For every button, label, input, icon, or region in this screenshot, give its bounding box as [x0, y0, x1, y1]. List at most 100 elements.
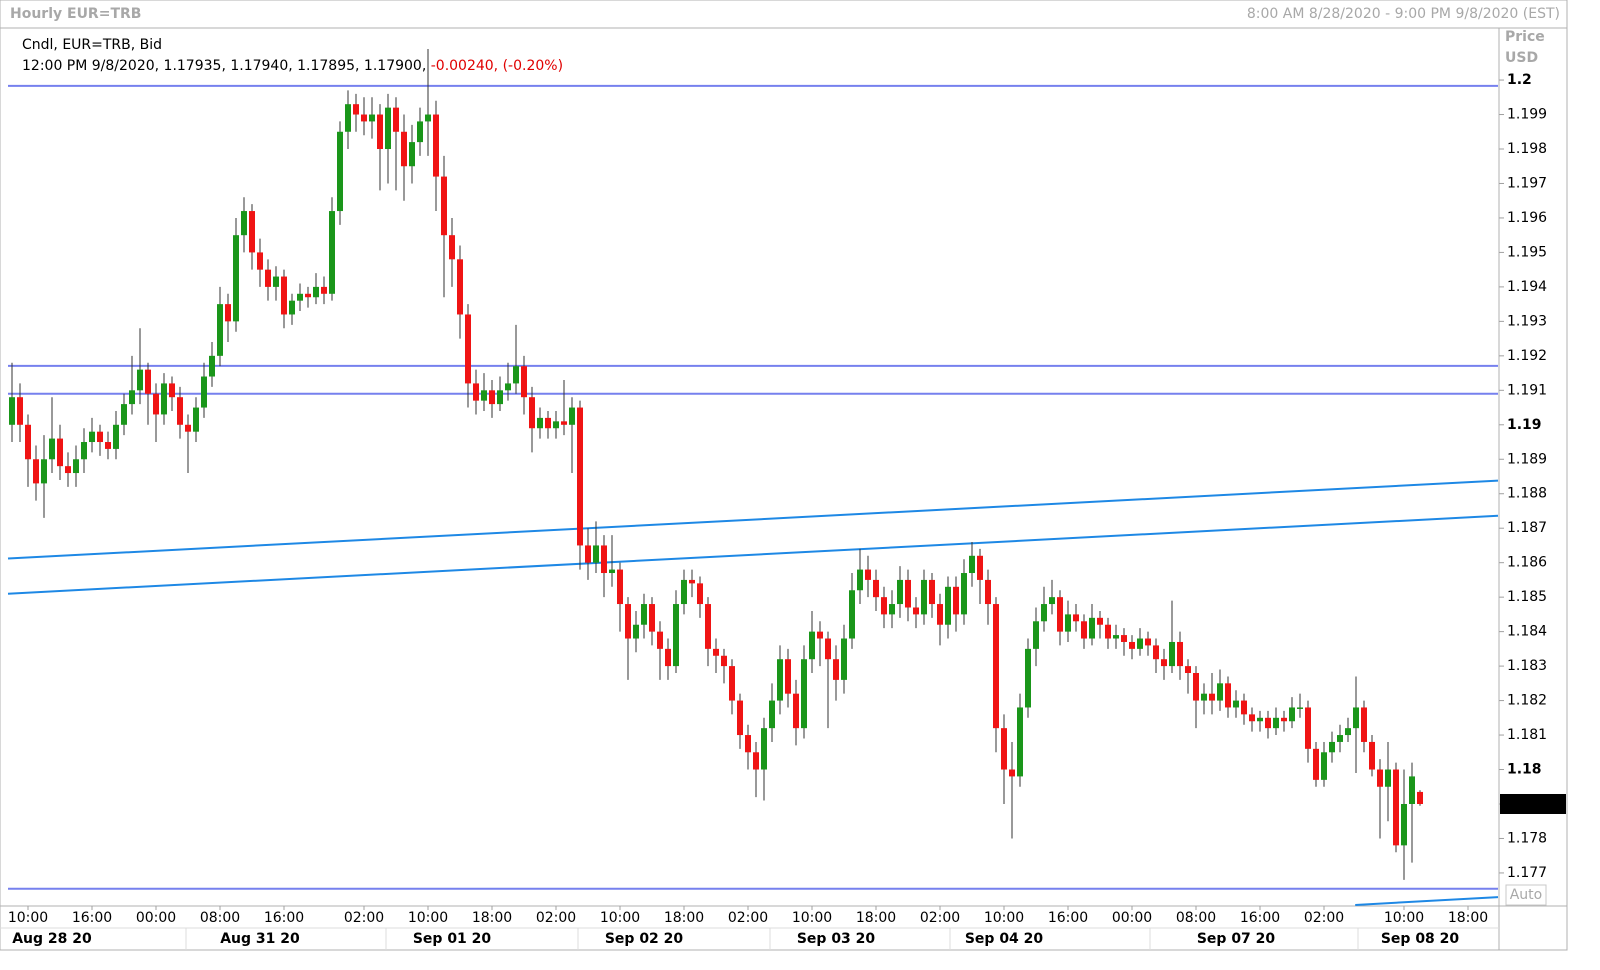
candle-body	[929, 579, 935, 605]
candle-body	[761, 728, 767, 770]
candle-body	[1017, 707, 1023, 777]
candle-body	[865, 569, 871, 580]
legend-change: -0.00240, (-0.20%)	[431, 58, 563, 74]
candle-body	[73, 459, 79, 474]
candle-body	[193, 407, 199, 432]
x-tick-label: 10:00	[1384, 910, 1424, 926]
candle-body	[1377, 769, 1383, 787]
y-tick-label: 1.178	[1507, 830, 1547, 846]
candle-body	[169, 383, 175, 398]
candle-body	[673, 604, 679, 667]
y-tick-label: 1.187	[1507, 520, 1547, 536]
x-tick-label: 02:00	[728, 910, 768, 926]
candle-body	[1249, 714, 1255, 722]
candle-body	[161, 383, 167, 415]
candle-body	[1089, 617, 1095, 639]
candle-body	[1161, 659, 1167, 667]
candle-body	[1065, 614, 1071, 632]
drawn-line	[1355, 896, 1499, 906]
x-tick-label: 18:00	[472, 910, 512, 926]
date-tick-label: Sep 02 20	[605, 931, 684, 947]
candle-body	[593, 545, 599, 563]
candle-body	[129, 390, 135, 405]
candle-body	[33, 459, 39, 484]
candle-body	[1097, 617, 1103, 625]
candle-body	[1129, 641, 1135, 649]
candle-body	[473, 383, 479, 401]
candle-body	[753, 752, 759, 770]
y-tick-label: 1.199	[1507, 107, 1547, 123]
candle-body	[521, 366, 527, 398]
candle-body	[889, 604, 895, 615]
candle-body	[689, 579, 695, 584]
candle-body	[465, 314, 471, 384]
candle-body	[681, 579, 687, 605]
candle-body	[729, 666, 735, 701]
candle-body	[1313, 748, 1319, 780]
candle-body	[1321, 752, 1327, 780]
drawn-line	[7, 514, 1499, 595]
candle-body	[297, 293, 303, 301]
y-tick-label: 1.192	[1507, 348, 1547, 364]
x-tick-label: 10:00	[792, 910, 832, 926]
candle-body	[1041, 604, 1047, 622]
y-tick-label: 1.188	[1507, 486, 1547, 502]
candle-body	[329, 211, 335, 294]
candle-body	[1177, 641, 1183, 667]
y-tick-label: 1.196	[1507, 210, 1547, 226]
candle-body	[97, 431, 103, 443]
x-tick-label: 16:00	[1048, 910, 1088, 926]
candle-body	[449, 235, 455, 260]
last-price-label: 1.17900	[1501, 796, 1565, 812]
candle-body	[1113, 635, 1119, 639]
candle-body	[225, 304, 231, 322]
candle-body	[641, 604, 647, 625]
y-tick-label: 1.186	[1507, 555, 1547, 571]
scale-mode[interactable]: Auto	[1510, 887, 1543, 903]
candle-body	[897, 579, 903, 605]
candle-body	[409, 142, 415, 167]
candle-body	[985, 579, 991, 605]
candle-body	[1369, 741, 1375, 770]
candle-body	[1417, 791, 1423, 804]
candle-body	[1345, 728, 1351, 736]
candle-body	[1057, 597, 1063, 632]
x-tick-label: 10:00	[408, 910, 448, 926]
date-tick-label: Sep 07 20	[1197, 931, 1276, 947]
candle-body	[665, 648, 671, 667]
candle-body	[1153, 645, 1159, 660]
candle-body	[857, 569, 863, 591]
x-tick-label: 18:00	[664, 910, 704, 926]
candle-body	[577, 407, 583, 546]
x-tick-label: 00:00	[136, 910, 176, 926]
candle-body	[1009, 769, 1015, 777]
y-tick-label: 1.18	[1507, 762, 1542, 778]
candle-body	[1185, 666, 1191, 673]
candle-body	[601, 545, 607, 574]
x-tick-label: 08:00	[1176, 910, 1216, 926]
candle-body	[1393, 769, 1399, 846]
candle-body	[81, 442, 87, 460]
candle-body	[425, 114, 431, 122]
date-tick-label: Sep 04 20	[965, 931, 1044, 947]
candle-body	[1265, 717, 1271, 729]
candle-body	[1033, 621, 1039, 649]
candle-body	[745, 735, 751, 753]
candle-body	[345, 104, 351, 132]
candle-body	[153, 393, 159, 415]
candle-body	[721, 655, 727, 667]
legend-title: Cndl, EUR=TRB, Bid	[22, 37, 162, 53]
scale-mode-button[interactable]	[1505, 884, 1547, 906]
candle-body	[481, 390, 487, 401]
chart-title: Hourly EUR=TRB	[10, 6, 141, 22]
candle-body	[705, 604, 711, 649]
candle-body	[545, 417, 551, 429]
candle-body	[185, 424, 191, 432]
candle-body	[281, 276, 287, 315]
x-tick-label: 18:00	[856, 910, 896, 926]
candle-body	[1137, 638, 1143, 649]
candle-body	[305, 293, 311, 298]
candle-body	[1409, 776, 1415, 804]
candle-body	[257, 252, 263, 270]
